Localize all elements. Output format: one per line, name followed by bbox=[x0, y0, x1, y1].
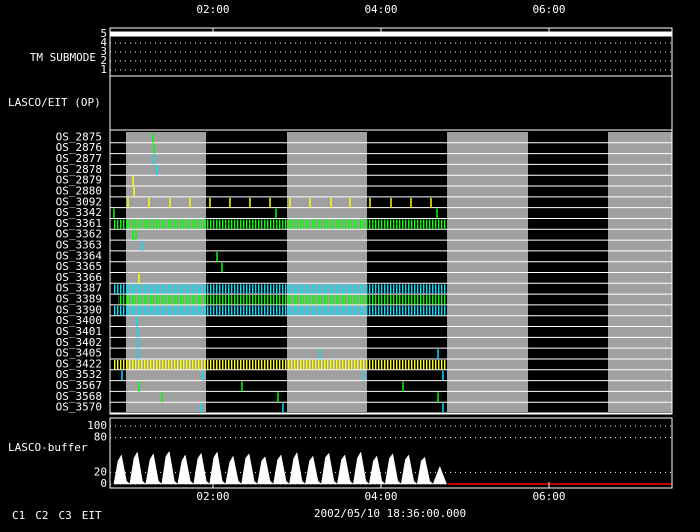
y-tick-label: 2 bbox=[100, 54, 107, 67]
y-tick-label: 5 bbox=[100, 27, 107, 40]
x-tick-label: 02:00 bbox=[196, 490, 229, 503]
row-label: OS_3361 bbox=[56, 217, 102, 230]
row-label: OS_3366 bbox=[56, 271, 102, 284]
x-tick-label: 04:00 bbox=[364, 3, 397, 16]
row-label: OS_2879 bbox=[56, 174, 102, 187]
y-tick-label: 4 bbox=[100, 36, 107, 49]
row-label: OS_3390 bbox=[56, 303, 102, 316]
burst bbox=[113, 359, 448, 370]
row-label: OS_2880 bbox=[56, 184, 102, 197]
row-label: OS_3422 bbox=[56, 357, 102, 370]
row-label: OS_3092 bbox=[56, 195, 102, 208]
row-label: OS_3402 bbox=[56, 336, 102, 349]
row-label: OS_3364 bbox=[56, 249, 103, 262]
row-label: OS_3365 bbox=[56, 260, 102, 273]
row-label: OS_3568 bbox=[56, 390, 102, 403]
row-label: OS_3342 bbox=[56, 206, 102, 219]
row-label: OS_3405 bbox=[56, 347, 102, 360]
row-label: OS_3567 bbox=[56, 379, 102, 392]
timestamp: 2002/05/10 18:36:00.000 bbox=[314, 507, 466, 520]
legend-entry: EIT bbox=[82, 509, 102, 522]
row-label: OS_3363 bbox=[56, 238, 102, 251]
row-label: OS_2875 bbox=[56, 130, 102, 143]
panel-frame bbox=[109, 75, 673, 131]
row-label: OS_3400 bbox=[56, 314, 102, 327]
row-label: OS_3532 bbox=[56, 368, 102, 381]
y-tick-label: 0 bbox=[100, 477, 107, 490]
row-label: OS_2877 bbox=[56, 152, 102, 165]
panel-frame bbox=[109, 417, 673, 489]
x-tick-label: 02:00 bbox=[196, 3, 229, 16]
panel-frame bbox=[109, 129, 673, 415]
burst bbox=[113, 305, 448, 316]
row-label: OS_3387 bbox=[56, 282, 102, 295]
burst bbox=[113, 284, 448, 294]
y-tick-label: 20 bbox=[94, 465, 107, 478]
legend-entry: C2 bbox=[35, 509, 48, 522]
series-area bbox=[113, 450, 447, 485]
burst bbox=[113, 219, 448, 229]
row-label: OS_3362 bbox=[56, 228, 102, 241]
x-tick-label: 06:00 bbox=[532, 3, 565, 16]
y-tick-label: 3 bbox=[100, 45, 107, 58]
x-tick-label: 04:00 bbox=[364, 490, 397, 503]
x-tick-label: 06:00 bbox=[532, 490, 565, 503]
row-label: OS_3570 bbox=[56, 401, 102, 414]
legend-entry: C3 bbox=[59, 509, 72, 522]
y-tick-label: 80 bbox=[94, 431, 107, 444]
legend-entry: C1 bbox=[12, 509, 25, 522]
panel-label: LASCO/EIT (OP) bbox=[8, 96, 101, 109]
y-tick-label: 1 bbox=[100, 63, 107, 76]
row-label: OS_3389 bbox=[56, 293, 102, 306]
burst bbox=[117, 295, 448, 305]
panel-label: TM SUBMODE bbox=[30, 51, 96, 64]
row-label: OS_3401 bbox=[56, 325, 102, 338]
y-tick-label: 100 bbox=[87, 419, 107, 432]
row-label: OS_2876 bbox=[56, 141, 102, 154]
panel-label: LASCO-buffer bbox=[8, 441, 88, 454]
row-label: OS_2878 bbox=[56, 163, 102, 176]
